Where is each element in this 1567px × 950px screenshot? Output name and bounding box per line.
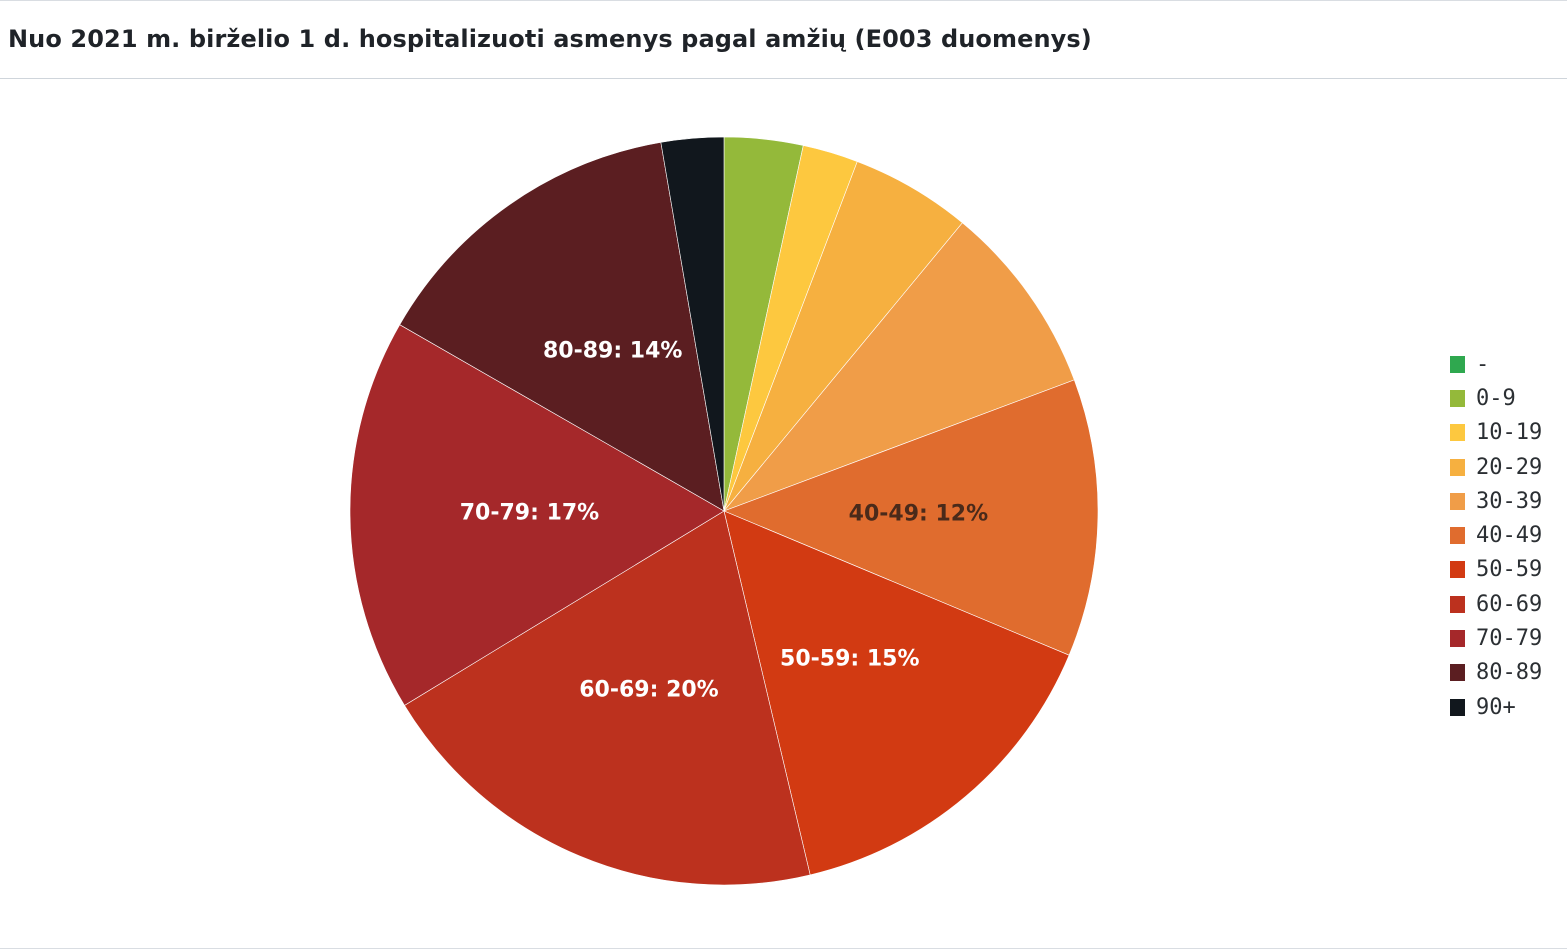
legend-label: 40-49 bbox=[1476, 523, 1543, 549]
legend-item-0-9[interactable]: 0-9 bbox=[1450, 381, 1542, 415]
legend-swatch bbox=[1450, 595, 1465, 613]
pie-slice-90plus[interactable] bbox=[660, 136, 725, 512]
legend-label: 10-19 bbox=[1476, 420, 1543, 446]
slice-label-80-89: 80-89: 14% bbox=[543, 339, 682, 364]
pie-slice-80-89[interactable] bbox=[399, 142, 725, 512]
legend-item-none[interactable]: - bbox=[1450, 347, 1542, 381]
legend-item-80-89[interactable]: 80-89 bbox=[1450, 656, 1542, 690]
legend-swatch bbox=[1450, 355, 1465, 373]
legend-item-90plus[interactable]: 90+ bbox=[1450, 690, 1542, 724]
legend-item-10-19[interactable]: 10-19 bbox=[1450, 416, 1542, 450]
legend-swatch bbox=[1450, 458, 1465, 476]
legend-swatch bbox=[1450, 492, 1465, 510]
legend-swatch bbox=[1450, 424, 1465, 442]
legend-swatch bbox=[1450, 527, 1465, 545]
legend-label: 80-89 bbox=[1476, 660, 1543, 686]
legend-label: 90+ bbox=[1476, 694, 1516, 720]
panel-title: Nuo 2021 m. birželio 1 d. hospitalizuoti… bbox=[8, 25, 1092, 53]
pie-slice-60-69[interactable] bbox=[404, 510, 811, 886]
legend-swatch bbox=[1450, 630, 1465, 648]
slice-label-70-79: 70-79: 17% bbox=[460, 500, 599, 525]
legend-item-50-59[interactable]: 50-59 bbox=[1450, 553, 1542, 587]
legend-item-30-39[interactable]: 30-39 bbox=[1450, 484, 1542, 518]
legend-swatch bbox=[1450, 389, 1465, 407]
legend-label: 0-9 bbox=[1476, 385, 1516, 411]
legend-swatch bbox=[1450, 664, 1465, 682]
legend-item-20-29[interactable]: 20-29 bbox=[1450, 450, 1542, 484]
pie-slice-50-59[interactable] bbox=[723, 510, 1070, 876]
slice-label-40-49: 40-49: 12% bbox=[849, 502, 988, 527]
legend-label: 70-79 bbox=[1476, 626, 1543, 652]
legend-swatch bbox=[1450, 698, 1465, 716]
pie-slices bbox=[349, 136, 1099, 886]
legend-label: 50-59 bbox=[1476, 557, 1543, 583]
legend-label: 60-69 bbox=[1476, 591, 1543, 617]
legend-item-70-79[interactable]: 70-79 bbox=[1450, 621, 1542, 655]
slice-label-60-69: 60-69: 20% bbox=[579, 677, 718, 702]
legend-label: 20-29 bbox=[1476, 454, 1543, 480]
slice-label-50-59: 50-59: 15% bbox=[780, 646, 919, 671]
pie-chart: 40-49: 12% 50-59: 15% 60-69: 20% 70-79: 17%… bbox=[349, 136, 1099, 886]
legend-item-60-69[interactable]: 60-69 bbox=[1450, 587, 1542, 621]
legend: - 0-9 10-19 20-29 30-39 40-49 50-59 60-69 70-79 8… bbox=[1450, 347, 1542, 724]
legend-label: - bbox=[1476, 351, 1490, 377]
legend-swatch bbox=[1450, 561, 1465, 579]
pie-slice-40-49[interactable] bbox=[723, 379, 1099, 656]
panel-header: Nuo 2021 m. birželio 1 d. hospitalizuoti… bbox=[0, 1, 1567, 79]
legend-label: 30-39 bbox=[1476, 488, 1543, 514]
pie-slice-30-39[interactable] bbox=[723, 222, 1075, 512]
pie-labels: 40-49: 12% 50-59: 15% 60-69: 20% 70-79: 17%… bbox=[460, 339, 988, 703]
pie-slice-70-79[interactable] bbox=[349, 324, 725, 706]
legend-item-40-49[interactable]: 40-49 bbox=[1450, 518, 1542, 552]
